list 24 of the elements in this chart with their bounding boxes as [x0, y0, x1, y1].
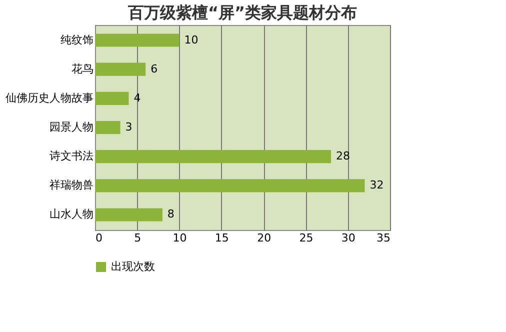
data-label: 8 [167, 208, 174, 221]
x-tick-label: 15 [214, 232, 229, 244]
data-label: 6 [150, 62, 158, 76]
y-tick-label: 花鸟 [72, 62, 94, 76]
x-tick-label: 25 [299, 232, 314, 244]
x-tick-label: 30 [341, 232, 356, 244]
data-label: 4 [134, 91, 141, 104]
data-label: 32 [370, 178, 384, 192]
x-tick-label: 20 [257, 232, 272, 244]
y-tick-label: 山水人物 [50, 208, 94, 221]
x-tick-label: 5 [134, 232, 142, 244]
data-label: 3 [125, 120, 132, 134]
y-tick-label: 仙佛历史人物故事 [6, 91, 94, 104]
legend-label: 出现次数 [111, 260, 155, 273]
data-label: 28 [336, 150, 350, 163]
data-label: 10 [184, 33, 198, 46]
x-tick-label: 35 [376, 232, 390, 244]
y-tick-label: 园景人物 [50, 120, 94, 134]
x-tick-label: 0 [96, 232, 102, 244]
y-tick-label: 诗文书法 [50, 150, 94, 163]
chart-title: 百万级紫檀“屏”类家具题材分布 [126, 3, 358, 22]
y-tick-label: 纯纹饰 [60, 33, 94, 46]
y-tick-label: 祥瑞物兽 [50, 178, 94, 192]
x-tick-label: 10 [172, 232, 187, 244]
